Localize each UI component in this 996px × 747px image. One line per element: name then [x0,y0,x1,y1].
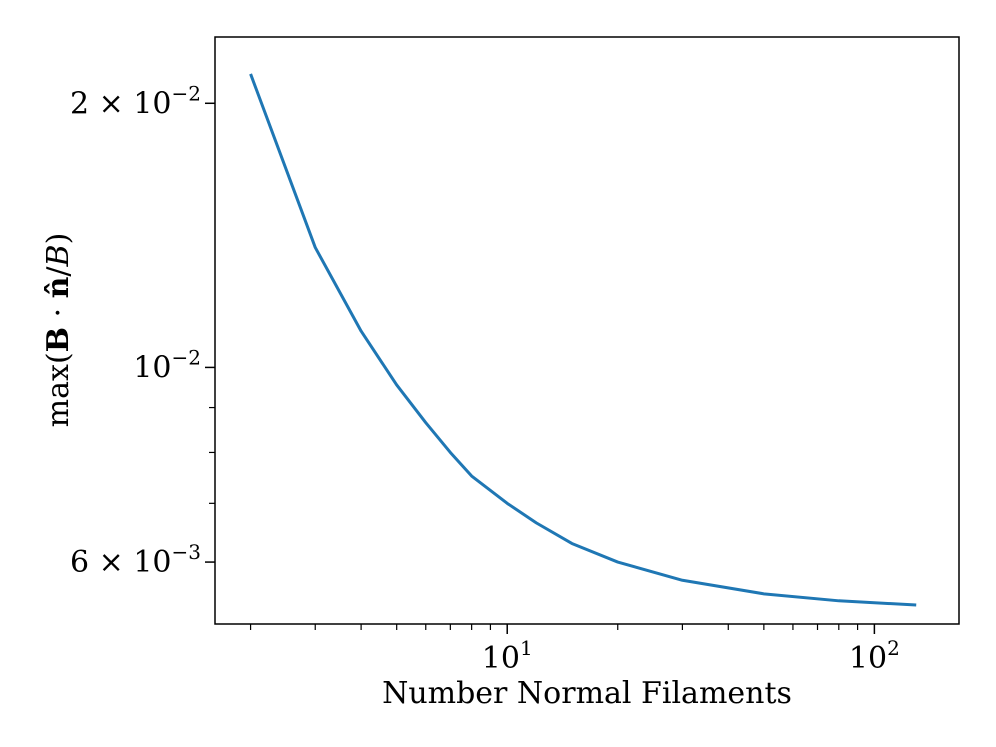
y-tick-label-base: 10 [133,350,171,385]
y-tick-label-exponent: −2 [172,81,201,105]
y-axis-label-dot: · [41,298,76,327]
x-tick-label-base: 10 [849,641,887,676]
y-tick-label-base: 6 × 10 [70,545,171,580]
series-line [249,73,917,607]
y-tick-label-exponent: −3 [172,540,201,564]
y-axis-label-italic-b: B [41,244,76,267]
y-tick-label: 10−2 [133,345,201,385]
y-axis-label-suffix: ) [41,233,76,245]
y-axis-label: max(B · n̂/B) [41,233,76,428]
plot-area [214,36,960,625]
y-axis-label-bold-b: B [41,327,76,352]
y-tick-label: 2 × 10−2 [70,81,201,121]
y-axis-label-bold-n: n̂ [41,276,76,298]
y-axis-label-prefix: max( [41,352,76,427]
x-tick-label-exponent: 2 [887,636,900,660]
x-tick-label-base: 10 [482,641,520,676]
x-axis-ticks: 101 102 [482,624,900,676]
x-tick-label: 102 [849,636,900,676]
y-axis-label-slash: / [41,266,76,277]
y-axis-ticks: 2 × 10−210−26 × 10−3 [70,81,215,580]
x-tick-label-exponent: 1 [520,636,533,660]
y-tick-label: 6 × 10−3 [70,540,201,580]
x-tick-label: 101 [482,636,533,676]
minor-ticks [209,406,859,630]
x-axis-label: Number Normal Filaments [382,676,792,711]
y-tick-label-exponent: −2 [172,345,201,369]
y-tick-label-base: 2 × 10 [70,86,171,121]
